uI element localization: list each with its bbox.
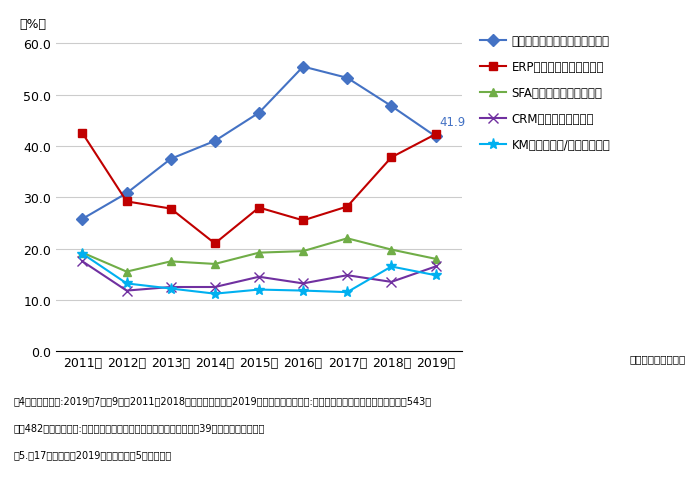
セキュリティ関連ソフトウェア: [431, 134, 440, 140]
ERP（基幹業務統合管理）: [255, 205, 263, 211]
KM（情報共有/文書管理等）: [211, 291, 219, 297]
KM（情報共有/文書管理等）: [299, 288, 307, 294]
SFA（営業支援システム）: [78, 250, 87, 256]
セキュリティ関連ソフトウェア: [387, 104, 395, 110]
ERP（基幹業務統合管理）: [122, 199, 131, 205]
CRM（顧客情報管理）: [387, 279, 395, 285]
CRM（顧客情報管理）: [122, 288, 131, 294]
SFA（営業支援システム）: [299, 249, 307, 255]
SFA（営業支援システム）: [431, 256, 440, 262]
KM（情報共有/文書管理等）: [255, 287, 263, 293]
ERP（基幹業務統合管理）: [343, 204, 351, 210]
KM（情報共有/文書管理等）: [167, 286, 175, 292]
Line: SFA（営業支援システム）: SFA（営業支援システム）: [78, 235, 440, 276]
Text: 41.9: 41.9: [439, 116, 466, 129]
KM（情報共有/文書管理等）: [343, 289, 351, 295]
CRM（顧客情報管理）: [299, 281, 307, 287]
Line: KM（情報共有/文書管理等）: KM（情報共有/文書管理等）: [77, 248, 441, 300]
KM（情報共有/文書管理等）: [122, 281, 131, 287]
セキュリティ関連ソフトウェア: [299, 64, 307, 70]
KM（情報共有/文書管理等）: [78, 251, 87, 257]
CRM（顧客情報管理）: [431, 264, 440, 270]
ERP（基幹業務統合管理）: [387, 155, 395, 161]
CRM（顧客情報管理）: [78, 259, 87, 265]
Text: （%）: （%）: [20, 18, 46, 31]
CRM（顧客情報管理）: [211, 285, 219, 290]
Text: 矢野経済研究所調べ: 矢野経済研究所調べ: [630, 354, 686, 364]
Text: 注4．　調査期間:2019年7月～9月、2011～2018年もほぼ同時期。2019年調査（集計）対象:国内民間企業および公的機関・団体543件: 注4． 調査期間:2019年7月～9月、2011～2018年もほぼ同時期。201…: [14, 395, 432, 405]
Text: 注5.公17項目のうち2019年調査の上位5項目を表示: 注5.公17項目のうち2019年調査の上位5項目を表示: [14, 449, 172, 459]
SFA（営業支援システム）: [167, 259, 175, 265]
セキュリティ関連ソフトウェア: [211, 139, 219, 144]
セキュリティ関連ソフトウェア: [78, 217, 87, 223]
ERP（基幹業務統合管理）: [431, 132, 440, 138]
CRM（顧客情報管理）: [167, 285, 175, 290]
KM（情報共有/文書管理等）: [431, 273, 440, 279]
セキュリティ関連ソフトウェア: [255, 110, 263, 116]
SFA（営業支援システム）: [387, 247, 395, 253]
Text: の内482件。調査方法:郵送によるアンケート調査、複数回答（最大39つまで複数選択可）: の内482件。調査方法:郵送によるアンケート調査、複数回答（最大39つまで複数選…: [14, 422, 265, 432]
Line: ERP（基幹業務統合管理）: ERP（基幹業務統合管理）: [78, 130, 440, 248]
ERP（基幹業務統合管理）: [78, 131, 87, 137]
SFA（営業支援システム）: [255, 250, 263, 256]
SFA（営業支援システム）: [211, 262, 219, 267]
Line: セキュリティ関連ソフトウェア: セキュリティ関連ソフトウェア: [78, 63, 440, 224]
ERP（基幹業務統合管理）: [211, 241, 219, 247]
SFA（営業支援システム）: [122, 269, 131, 275]
Legend: セキュリティ関連ソフトウェア, ERP（基幹業務統合管理）, SFA（営業支援システム）, CRM（顧客情報管理）, KM（情報共有/文書管理等）: セキュリティ関連ソフトウェア, ERP（基幹業務統合管理）, SFA（営業支援シ…: [475, 30, 615, 157]
CRM（顧客情報管理）: [255, 274, 263, 280]
KM（情報共有/文書管理等）: [387, 264, 395, 270]
セキュリティ関連ソフトウェア: [122, 191, 131, 197]
ERP（基幹業務統合管理）: [299, 218, 307, 224]
セキュリティ関連ソフトウェア: [167, 157, 175, 163]
セキュリティ関連ソフトウェア: [343, 76, 351, 81]
SFA（営業支援システム）: [343, 236, 351, 242]
Line: CRM（顧客情報管理）: CRM（顧客情報管理）: [78, 257, 440, 296]
CRM（顧客情報管理）: [343, 273, 351, 279]
ERP（基幹業務統合管理）: [167, 206, 175, 212]
